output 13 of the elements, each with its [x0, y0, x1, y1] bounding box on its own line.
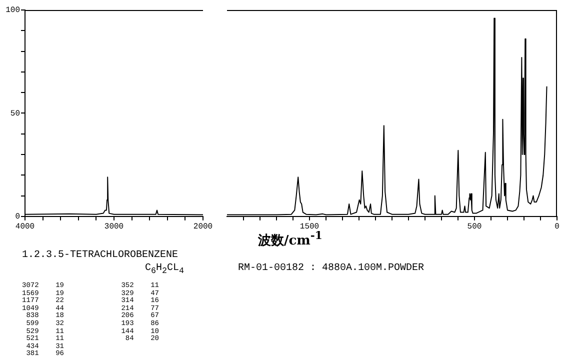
x-tick-label: 4000: [15, 222, 35, 232]
x-tick-label: 3000: [104, 222, 124, 232]
x-tick-label: 0: [554, 222, 560, 232]
x-tick-label: 2000: [193, 222, 213, 232]
y-tick-label: 0: [15, 212, 20, 222]
x-tick-label: 1500: [300, 222, 320, 232]
text: RM-01-00182 : 4880A.100M.POWDER: [238, 263, 424, 274]
x-axis-title: 波数/cm$^{-1}$: [258, 229, 322, 248]
text: C$_{6}$H$_{2}$CL$_{4}$: [145, 263, 184, 276]
x-tick-label: 500: [467, 222, 482, 232]
y-tick-label: 50: [10, 109, 20, 118]
text: 1.2.3.5-TETRACHLOROBENZENE: [22, 250, 178, 261]
y-tick-label: 100: [6, 6, 20, 16]
